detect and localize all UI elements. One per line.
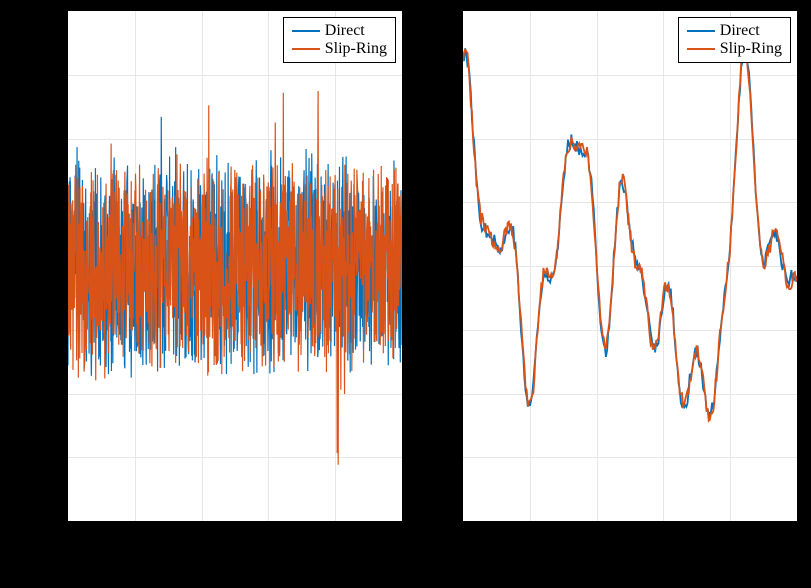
- legend-label-direct: Direct: [325, 22, 365, 40]
- chart-left: DirectSlip-Ring: [67, 10, 403, 522]
- legend-row-slipring: Slip-Ring: [292, 40, 387, 58]
- legend-label-direct: Direct: [720, 22, 760, 40]
- legend-label-slipring: Slip-Ring: [720, 40, 782, 58]
- legend-swatch-slipring: [292, 48, 320, 50]
- plot-area-left: DirectSlip-Ring: [67, 10, 403, 522]
- legend-swatch-direct: [292, 30, 320, 32]
- legend-left: DirectSlip-Ring: [283, 17, 396, 63]
- data-layer-right: [463, 11, 797, 521]
- legend-row-direct: Direct: [292, 22, 387, 40]
- data-layer-left: [68, 11, 402, 521]
- legend-row-direct: Direct: [687, 22, 782, 40]
- chart-right: DirectSlip-Ring: [462, 10, 798, 522]
- legend-swatch-direct: [687, 30, 715, 32]
- legend-label-slipring: Slip-Ring: [325, 40, 387, 58]
- legend-swatch-slipring: [687, 48, 715, 50]
- legend-right: DirectSlip-Ring: [678, 17, 791, 63]
- plot-area-right: DirectSlip-Ring: [462, 10, 798, 522]
- legend-row-slipring: Slip-Ring: [687, 40, 782, 58]
- series-slipring: [68, 91, 402, 465]
